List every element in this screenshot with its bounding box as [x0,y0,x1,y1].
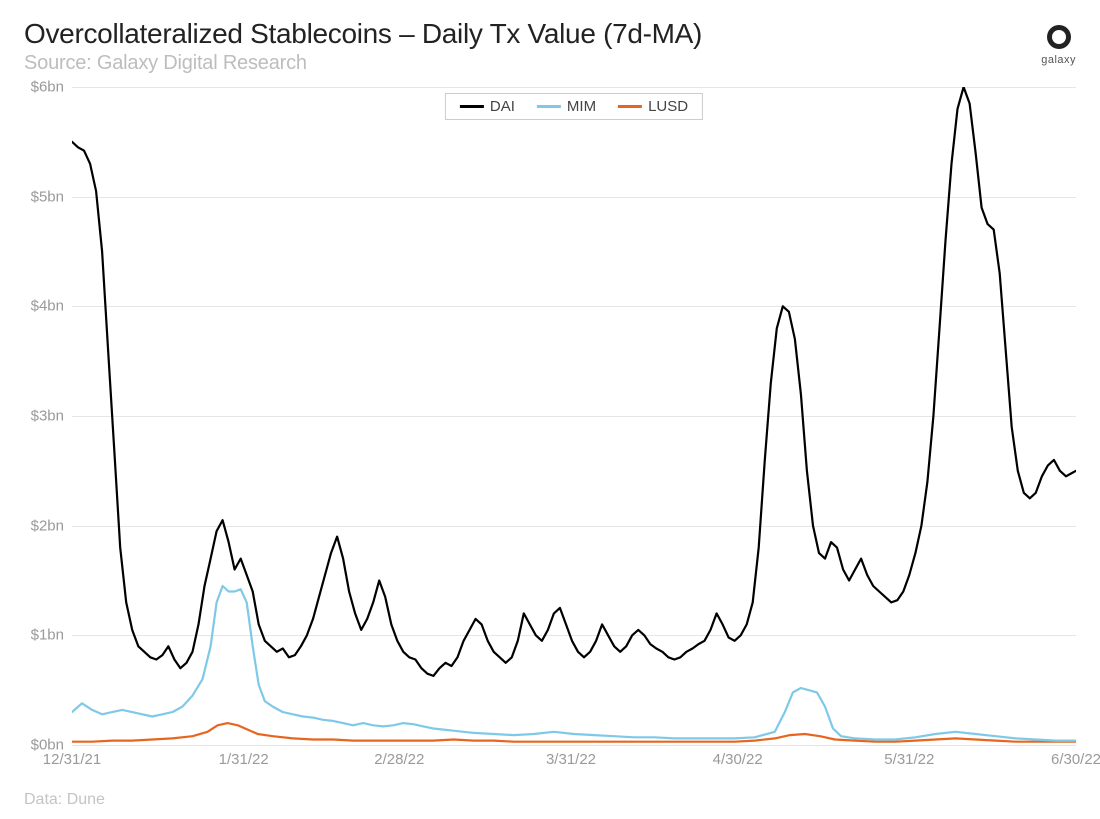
legend-swatch [537,105,561,108]
x-axis-label: 5/31/22 [884,751,934,768]
series-line-lusd [72,723,1076,742]
legend-label: MIM [567,98,596,115]
legend-item-mim: MIM [537,98,596,115]
logo-text: galaxy [1041,54,1076,66]
x-axis-label: 12/31/21 [43,751,101,768]
y-axis-label: $4bn [31,298,64,315]
y-axis-label: $3bn [31,408,64,425]
y-axis-label: $2bn [31,517,64,534]
x-axis-label: 4/30/22 [713,751,763,768]
legend-swatch [460,105,484,108]
y-axis-label: $6bn [31,79,64,96]
galaxy-logo: galaxy [1041,22,1076,66]
x-axis-label: 6/30/22 [1051,751,1100,768]
legend-swatch [618,105,642,108]
chart-footer: Data: Dune [24,791,105,809]
chart-lines [72,87,1076,745]
x-axis-label: 3/31/22 [546,751,596,768]
legend-item-dai: DAI [460,98,515,115]
chart-subtitle: Source: Galaxy Digital Research [24,52,1041,75]
y-axis-label: $5bn [31,188,64,205]
chart-plot-area: $0bn$1bn$2bn$3bn$4bn$5bn$6bn DAIMIMLUSD … [72,87,1076,745]
grid-line [72,745,1076,746]
legend-label: DAI [490,98,515,115]
legend-label: LUSD [648,98,688,115]
legend-item-lusd: LUSD [618,98,688,115]
y-axis-label: $1bn [31,627,64,644]
x-axis-label: 2/28/22 [374,751,424,768]
chart-title: Overcollateralized Stablecoins – Daily T… [24,18,1041,50]
x-axis-label: 1/31/22 [219,751,269,768]
chart-legend: DAI MIM LUSD [445,93,703,120]
series-line-mim [72,586,1076,741]
